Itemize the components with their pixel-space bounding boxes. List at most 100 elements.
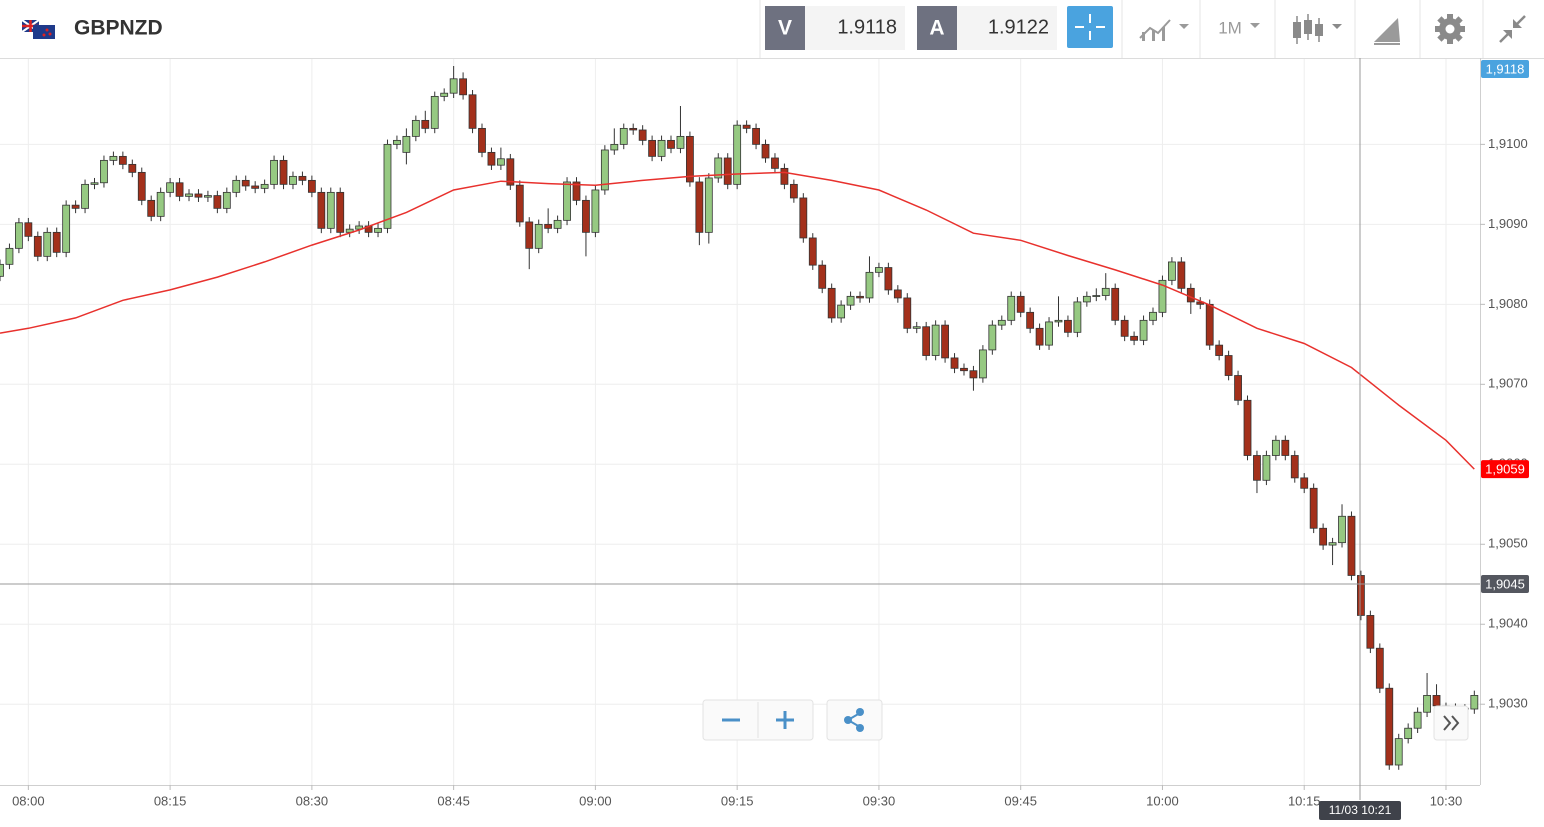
candle-body [714,157,723,179]
candle-body [270,159,278,185]
candle-body [856,295,864,299]
candle-body [241,179,250,187]
zoom-in-button[interactable] [759,701,812,739]
y-tick-label: 1,9090 [1488,216,1528,231]
ask-label[interactable]: A [929,17,944,40]
candle-body [166,182,175,193]
candle-body [1271,439,1280,456]
candle-style-button[interactable] [1293,14,1342,44]
candle-body [950,357,959,369]
candle-body [1300,477,1309,489]
candle-body [1290,455,1299,479]
candle-body [1375,647,1384,689]
settings-button[interactable] [1435,14,1465,44]
candle-body [298,175,307,181]
candle-body [525,221,534,249]
candle-body [799,197,808,239]
candle-body [941,324,949,359]
share-button[interactable] [826,699,883,741]
candle-body [837,304,846,319]
candle-body [1064,319,1072,333]
candle-body [912,326,921,329]
candle-body [411,119,420,137]
candle-body [222,191,231,209]
candle-body [33,235,42,257]
candle-body [402,135,411,153]
scroll-to-end-button[interactable] [1433,705,1469,741]
candle-body [128,163,137,173]
candle-body [279,159,288,185]
candle-body [988,324,997,351]
candle-body [582,199,590,233]
candle-body [629,127,638,131]
candle-body [232,179,241,193]
candle-body [515,184,524,223]
moving-average-tag-box [1481,460,1529,479]
moving-average-tag: 1,9059 [1485,462,1525,477]
candle-body [1253,455,1261,481]
collapse-button[interactable] [1499,15,1526,43]
moving-average-line [0,171,1475,470]
candle-body [5,247,14,265]
candle-body [638,129,647,141]
candle-body [24,222,33,237]
candle-body [1338,515,1346,544]
candle-body [903,297,912,329]
candle-body [1309,487,1318,529]
zoom-controls [702,699,814,741]
candle-body [997,319,1006,326]
x-tick-label: 09:15 [721,793,754,808]
candle-body [100,159,108,184]
candle-body [374,227,382,233]
candle-body [808,237,817,266]
candle-body [1262,455,1271,481]
candle-body [978,349,987,379]
candle-body [1385,687,1394,766]
candle-body [52,231,61,253]
ask-button[interactable] [917,6,957,50]
x-tick-label: 10:30 [1430,793,1463,808]
y-tick-label: 1,9100 [1488,136,1528,151]
candle-body [1347,515,1356,576]
candle-body [440,92,449,97]
ask-box[interactable] [957,6,1057,50]
candle-body [185,193,193,197]
timeframe-caret[interactable] [1250,23,1260,28]
timeframe[interactable]: 1M [1218,18,1242,37]
bid-box[interactable] [805,6,905,50]
candle-body [1224,355,1233,376]
candle-body [1243,399,1252,456]
candle-body [1139,319,1148,341]
candle-body [648,139,657,157]
x-tick-label: 08:00 [12,793,45,808]
candle-body [827,287,836,319]
candle-body [1366,615,1375,649]
drawing-tools-button[interactable] [1374,18,1400,45]
candle-body [1045,321,1053,346]
y-tick-label: 1,9040 [1488,616,1528,631]
candle-body [90,182,99,185]
candle-body [1205,303,1214,346]
candle-body [969,370,978,379]
candle-body [695,181,704,233]
candle-body [572,181,581,201]
candle-body [1470,695,1479,710]
x-tick-label: 08:30 [296,793,329,808]
candle-body [1158,279,1167,313]
bid-label[interactable]: V [778,17,792,40]
zoom-out-button[interactable] [704,701,757,739]
crosshair-button[interactable] [1067,6,1113,48]
candle-body [421,119,430,129]
ask-price[interactable]: 1.9122 [988,16,1049,38]
candle-body [81,183,89,209]
last-price-tag-box [1481,60,1529,78]
x-tick-label: 09:00 [579,793,612,808]
x-tick-label: 08:15 [154,793,187,808]
candle-body [884,267,893,291]
bid-button[interactable] [765,6,805,50]
chart-type-button[interactable] [1139,19,1189,41]
candle-body [846,295,855,306]
candle-body [761,143,770,159]
candle-body [15,222,23,249]
bid-price[interactable]: 1.9118 [837,16,897,38]
